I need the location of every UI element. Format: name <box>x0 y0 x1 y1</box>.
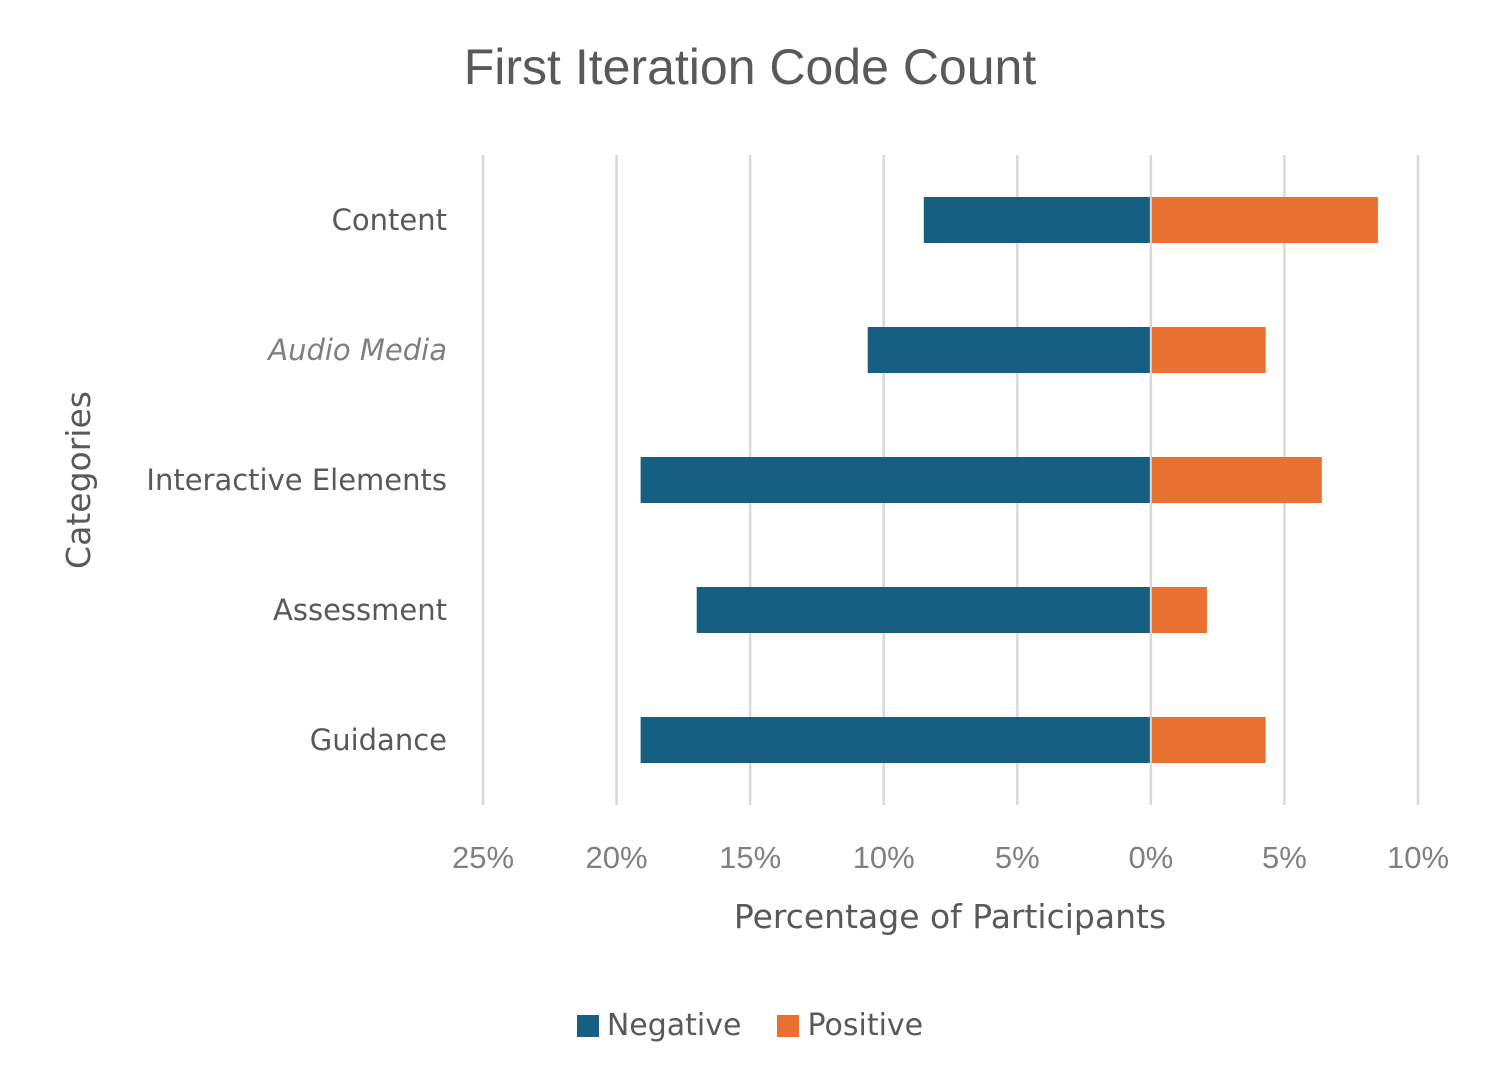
x-tick-label: 5% <box>1262 840 1307 875</box>
bar-negative <box>923 197 1150 243</box>
category-label: Guidance <box>310 723 447 757</box>
category-label: Assessment <box>273 593 447 627</box>
bar-positive <box>1151 587 1207 633</box>
x-tick-label: 10% <box>853 840 915 875</box>
bar-positive <box>1151 327 1266 373</box>
legend-item-positive: Positive <box>777 1008 923 1043</box>
legend-item-negative: Negative <box>576 1008 742 1043</box>
bar-negative <box>696 587 1150 633</box>
x-tick-label: 20% <box>586 840 648 875</box>
category-label: Audio Media <box>266 333 447 367</box>
legend-swatch-negative <box>576 1014 599 1037</box>
x-tick-label: 25% <box>452 840 514 875</box>
x-tick-label: 15% <box>719 840 781 875</box>
category-label: Content <box>332 203 447 237</box>
bar-negative <box>640 457 1150 503</box>
x-tick-label: 0% <box>1128 840 1173 875</box>
bar-negative <box>640 717 1150 763</box>
x-tick-label: 10% <box>1387 840 1449 875</box>
bars <box>640 197 1378 763</box>
legend-swatch-positive <box>777 1014 800 1037</box>
bar-positive <box>1151 197 1378 243</box>
bar-positive <box>1151 717 1266 763</box>
legend-label-positive: Positive <box>807 1008 924 1043</box>
bar-negative <box>867 327 1150 373</box>
bar-positive <box>1151 457 1322 503</box>
x-axis-label: Percentage of Participants <box>734 897 1166 936</box>
legend-label-negative: Negative <box>606 1008 742 1043</box>
category-label: Interactive Elements <box>146 463 447 497</box>
legend: Negative Positive <box>0 1008 1500 1043</box>
x-tick-labels: 25% 20% 15% 10% 5% 0% 5% 10% <box>452 840 1449 875</box>
x-tick-label: 5% <box>995 840 1040 875</box>
category-labels: Content Audio Media Interactive Elements As… <box>146 203 447 757</box>
y-axis-label: Categories <box>59 391 98 569</box>
chart-title: First Iteration Code Count <box>463 39 1037 95</box>
